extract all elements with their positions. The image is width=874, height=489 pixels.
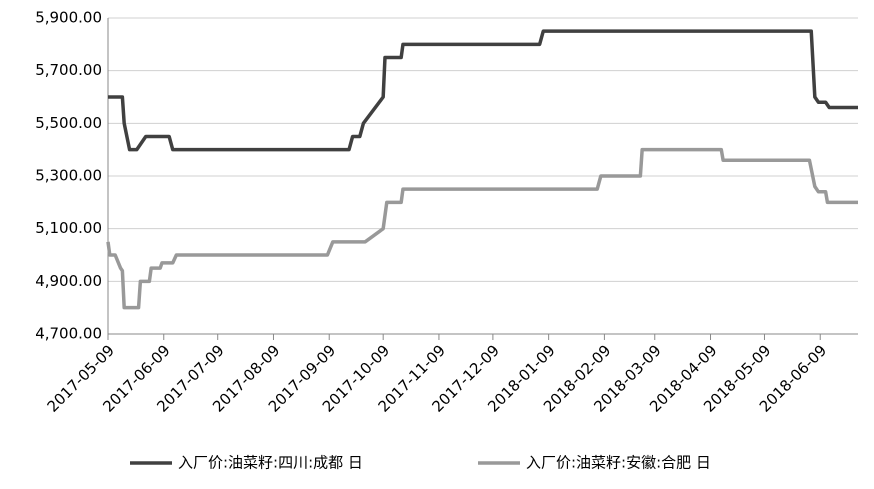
y-tick-label: 5,900.00 [35, 9, 102, 27]
y-tick-label: 4,900.00 [35, 272, 102, 290]
y-tick-label: 4,700.00 [35, 325, 102, 343]
y-tick-label: 5,300.00 [35, 167, 102, 185]
legend-label: 入厂价:油菜籽:四川:成都 日 [178, 454, 363, 472]
y-tick-label: 5,500.00 [35, 114, 102, 132]
y-tick-label: 5,100.00 [35, 219, 102, 237]
y-tick-label: 5,700.00 [35, 61, 102, 79]
series-line [106, 147, 858, 310]
series-line [108, 29, 858, 152]
legend-label: 入厂价:油菜籽:安徽:合肥 日 [526, 454, 711, 472]
